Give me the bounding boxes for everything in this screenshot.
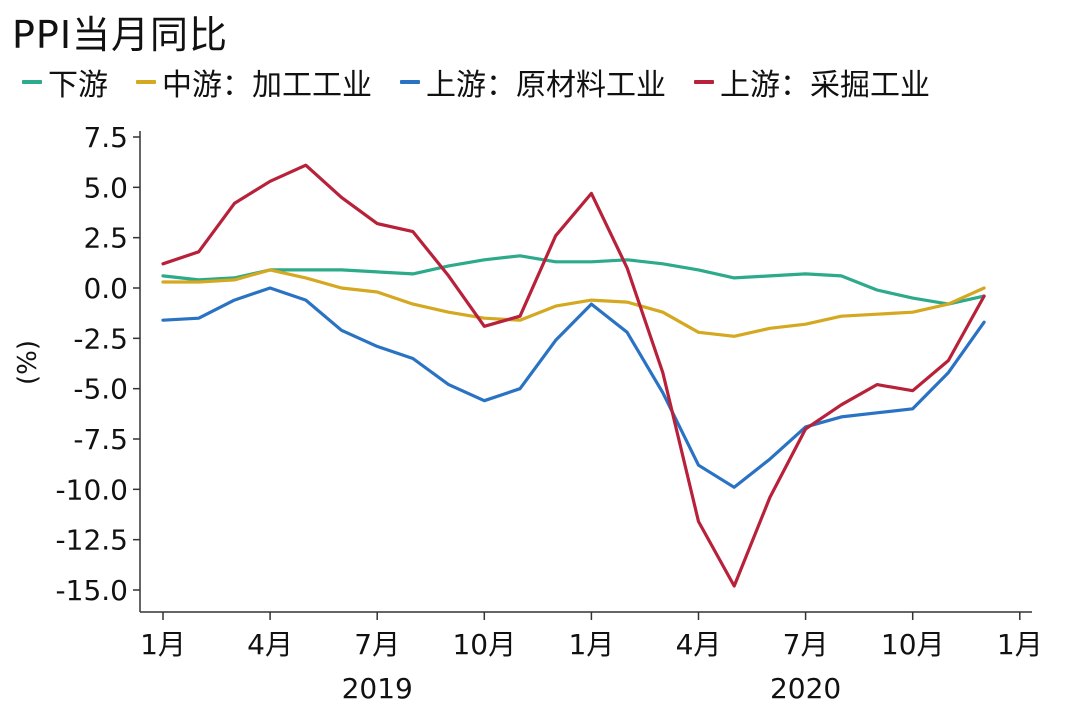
series-line-1: [161, 254, 986, 306]
series-line-3: [161, 286, 986, 489]
legend-item-4: 上游：采掘工业: [694, 60, 930, 104]
year-label: 2020: [770, 672, 841, 705]
legend-label: 中游：加工工业: [162, 68, 372, 103]
legend-swatch: [400, 80, 420, 84]
y-tick-label: 7.5: [83, 121, 128, 154]
y-tick-label: -5.0: [73, 373, 128, 406]
x-axis: 1月 4月 7月 10月 1月 4月 7月 10月 1月 2019 2020: [140, 611, 1043, 705]
chart-title: PPI当月同比: [12, 13, 229, 57]
x-tick-label: 4月: [247, 628, 293, 661]
x-tick-label: 7月: [783, 628, 829, 661]
y-tick-label: -7.5: [73, 423, 128, 456]
y-tick-label: -15.0: [56, 574, 128, 607]
x-tick-label: 10月: [881, 628, 945, 661]
legend: 下游 中游：加工工业 上游：原材料工业 上游：采掘工业: [22, 60, 930, 104]
legend-item-3: 上游：原材料工业: [400, 60, 666, 104]
x-tick-label: 10月: [452, 628, 516, 661]
legend-item-2: 中游：加工工业: [136, 60, 372, 104]
x-tick-label: 1月: [568, 628, 614, 661]
y-tick-label: -12.5: [56, 524, 128, 557]
series-line-2: [161, 268, 986, 338]
series-lines: [161, 163, 986, 588]
legend-item-1: 下游: [22, 60, 108, 104]
legend-label: 下游: [48, 68, 108, 103]
y-axis-label: (%): [13, 340, 43, 385]
y-tick-label: -10.0: [56, 473, 128, 506]
x-tick-label: 1月: [140, 628, 186, 661]
y-tick-label: 2.5: [83, 222, 128, 255]
y-tick-label: 5.0: [83, 171, 128, 204]
y-tick-label: 0.0: [83, 272, 128, 305]
y-axis: 7.5 5.0 2.5 0.0 -2.5 -5.0 -7.5 -10.0 -12.5 -15.0: [56, 121, 141, 612]
legend-label: 上游：采掘工业: [720, 68, 930, 103]
legend-swatch: [136, 80, 156, 84]
legend-swatch: [22, 80, 42, 84]
legend-label: 上游：原材料工业: [426, 68, 666, 103]
year-label: 2019: [342, 672, 413, 705]
series-line-4: [161, 163, 986, 588]
x-tick-label: 1月: [997, 628, 1043, 661]
x-tick-label: 4月: [676, 628, 722, 661]
x-tick-label: 7月: [354, 628, 400, 661]
y-tick-label: -2.5: [73, 322, 128, 355]
legend-swatch: [694, 80, 714, 84]
